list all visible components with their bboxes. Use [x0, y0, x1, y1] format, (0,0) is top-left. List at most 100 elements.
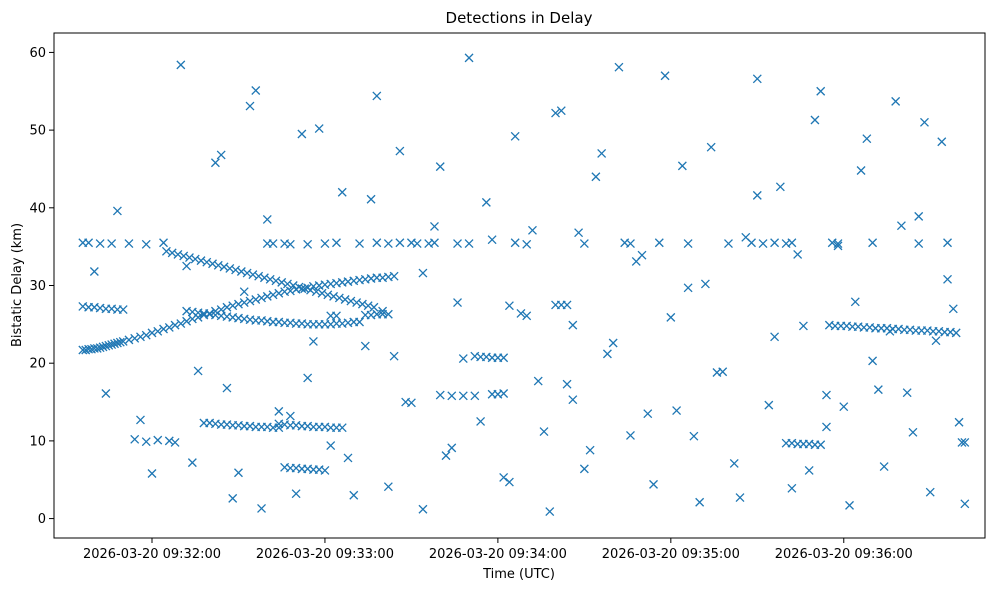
data-point — [311, 287, 321, 297]
data-point — [822, 390, 831, 400]
data-point — [551, 108, 560, 118]
data-point — [504, 301, 514, 311]
data-point — [239, 298, 249, 308]
data-point — [219, 262, 229, 272]
data-point — [695, 497, 705, 507]
data-point — [285, 286, 295, 296]
data-point — [234, 299, 243, 309]
data-point — [222, 302, 232, 312]
data-point — [891, 96, 901, 106]
data-point — [453, 239, 462, 249]
data-point — [499, 472, 509, 482]
data-point — [816, 440, 826, 450]
data-point — [943, 238, 952, 248]
data-point — [683, 283, 693, 293]
data-point — [136, 415, 145, 425]
data-point — [161, 246, 171, 256]
data-point — [118, 305, 128, 315]
data-point — [666, 312, 676, 322]
y-tick-label: 50 — [29, 124, 46, 139]
data-point — [672, 406, 682, 416]
data-point — [291, 489, 301, 499]
data-point — [562, 379, 572, 389]
data-point — [499, 353, 509, 363]
data-point — [957, 437, 967, 447]
data-point — [568, 320, 578, 330]
data-point — [210, 306, 220, 316]
data-point — [787, 238, 797, 248]
data-point — [677, 161, 687, 171]
data-point — [95, 343, 105, 353]
data-point — [510, 238, 520, 248]
data-point — [285, 239, 295, 249]
data-point — [960, 499, 970, 509]
data-point — [179, 251, 189, 261]
x-tick-label: 2026-03-20 09:34:00 — [429, 547, 567, 562]
data-point — [591, 172, 601, 182]
data-point — [355, 317, 364, 327]
data-point — [107, 239, 117, 249]
y-tick-label: 0 — [38, 512, 46, 527]
data-point — [435, 390, 445, 400]
x-tick-label: 2026-03-20 09:36:00 — [775, 547, 913, 562]
data-point — [274, 406, 284, 416]
data-point — [522, 311, 532, 321]
data-point — [574, 228, 584, 238]
data-point — [124, 239, 134, 249]
data-point — [643, 409, 653, 419]
data-point — [349, 490, 359, 500]
data-point — [631, 256, 641, 266]
data-point — [231, 265, 241, 275]
data-point — [931, 336, 941, 346]
data-point — [182, 316, 192, 326]
x-tick-label: 2026-03-20 09:33:00 — [256, 547, 394, 562]
data-point — [357, 299, 367, 309]
data-point — [700, 279, 710, 289]
data-point — [798, 321, 808, 331]
data-point — [317, 288, 327, 298]
data-point — [130, 333, 140, 343]
data-point — [159, 238, 168, 248]
chart-title: Detections in Delay — [446, 9, 593, 27]
data-point — [626, 430, 635, 440]
data-point — [285, 411, 295, 421]
data-point — [822, 422, 831, 432]
data-point — [303, 239, 313, 249]
data-point — [833, 241, 843, 251]
data-point — [242, 268, 252, 278]
data-point — [579, 239, 589, 249]
data-point — [303, 373, 313, 383]
data-point — [951, 328, 961, 338]
data-point — [124, 335, 134, 345]
data-point — [724, 239, 733, 249]
data-point — [585, 445, 595, 455]
data-point — [389, 271, 399, 281]
data-point — [101, 341, 111, 351]
data-point — [395, 146, 405, 156]
data-point — [147, 469, 157, 478]
data-point — [193, 366, 203, 376]
data-point — [383, 309, 393, 319]
y-tick-label: 60 — [29, 46, 46, 61]
data-point — [107, 340, 117, 350]
data-point — [862, 134, 872, 144]
data-point — [297, 129, 307, 139]
data-point — [504, 477, 514, 487]
data-point — [115, 337, 125, 347]
data-point — [170, 320, 180, 330]
data-point — [787, 483, 797, 493]
data-point — [363, 301, 373, 311]
data-point — [395, 238, 405, 248]
y-tick-label: 10 — [29, 434, 46, 449]
data-point — [476, 417, 486, 426]
y-axis-label: Bistatic Delay (km) — [10, 223, 25, 347]
data-point — [879, 462, 889, 471]
data-point — [389, 351, 399, 361]
data-point — [458, 354, 468, 363]
data-point — [453, 298, 462, 308]
data-point — [170, 437, 180, 447]
data-point — [372, 238, 382, 248]
data-point — [308, 336, 318, 346]
data-point — [254, 271, 264, 281]
